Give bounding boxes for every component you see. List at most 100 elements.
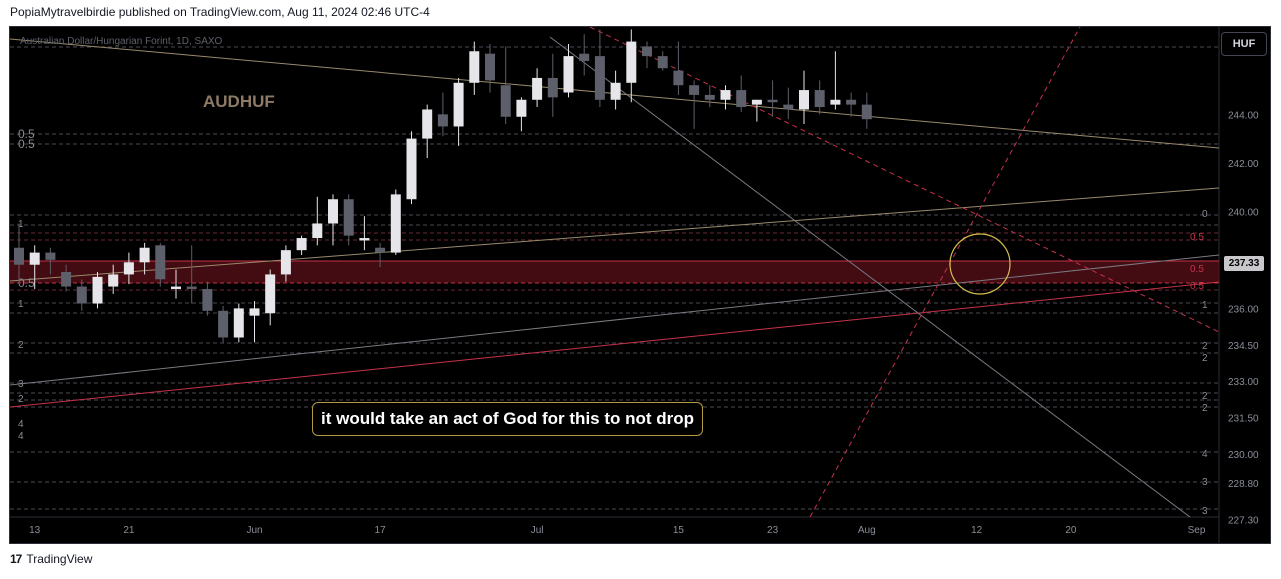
candle-body — [626, 41, 637, 83]
candle — [594, 29, 605, 108]
candle — [861, 92, 872, 129]
candle — [500, 46, 511, 125]
candle — [626, 29, 637, 103]
candle — [29, 245, 40, 289]
candle-body — [202, 288, 213, 311]
candle-body — [861, 104, 872, 120]
candle — [830, 51, 841, 110]
fib-label: 1 — [18, 299, 24, 310]
candle-body — [218, 310, 229, 338]
price-tick-label: 240.00 — [1228, 207, 1259, 218]
candle-body — [846, 99, 857, 105]
candle — [846, 92, 857, 117]
candle-body — [29, 252, 40, 265]
fib-label: 0.5 — [18, 127, 35, 141]
candle-body — [171, 286, 181, 289]
fib-labels-right: 0 0.5 0.5 0.5 1 2 2 2 2 4 3 3 — [1190, 209, 1208, 517]
candle-body — [343, 199, 354, 236]
candle-body — [359, 238, 370, 241]
price-tick-label: 230.00 — [1228, 450, 1259, 461]
price-tick-label: 242.00 — [1228, 159, 1259, 170]
candle — [123, 252, 134, 285]
time-tick-label: Aug — [858, 525, 876, 536]
time-tick-label: 21 — [123, 525, 135, 536]
candle — [689, 80, 700, 129]
candle — [799, 70, 809, 125]
brand-name: TradingView — [26, 552, 93, 566]
candle — [422, 104, 433, 158]
candle-body — [720, 90, 731, 100]
candle — [814, 80, 825, 115]
candle-body — [689, 85, 700, 95]
fib-label: 0 — [1202, 209, 1208, 220]
candle — [453, 77, 464, 146]
candle — [312, 196, 323, 246]
trend-line — [10, 281, 1220, 408]
candle-body — [312, 223, 323, 239]
candle-body — [76, 286, 87, 304]
candle-body — [783, 104, 794, 110]
fib-label: 2 — [18, 394, 24, 405]
price-tick-label: 231.50 — [1228, 414, 1259, 425]
candle — [296, 235, 307, 256]
candle-body — [108, 274, 119, 287]
candle-body — [45, 252, 56, 260]
fib-labels-left: 0.5 0.5 0.5 1 1 2 3 2 4 4 — [18, 127, 35, 442]
candle — [673, 41, 684, 95]
candle-body — [375, 247, 386, 253]
time-tick-label: Jun — [246, 525, 262, 536]
candle — [108, 264, 119, 294]
candle-body — [704, 94, 715, 100]
candle — [202, 281, 213, 316]
trend-line — [589, 27, 1220, 333]
time-tick-label: Jul — [531, 525, 544, 536]
candle — [751, 99, 762, 122]
candle-body — [155, 245, 166, 280]
candle-body — [516, 99, 527, 117]
currency-button[interactable]: HUF — [1221, 32, 1267, 56]
candle — [657, 51, 668, 71]
candle — [469, 41, 480, 95]
fib-label: 0.5 — [1190, 281, 1204, 292]
fib-label: 0.5 — [18, 137, 35, 151]
candle-body — [453, 82, 464, 127]
chart-frame[interactable]: 0.5 0.5 0.5 1 1 2 3 2 4 4 0 0.5 0.5 0.5 … — [9, 26, 1271, 544]
candle — [343, 194, 354, 246]
fib-label: 4 — [1202, 449, 1208, 460]
price-tick-label: 228.80 — [1228, 479, 1259, 490]
fib-label: 1 — [18, 219, 24, 230]
candle — [92, 272, 103, 309]
price-tick-label: 244.00 — [1228, 110, 1259, 121]
candle — [233, 303, 244, 343]
candle-body — [657, 56, 668, 69]
candle — [76, 279, 87, 311]
candle — [704, 85, 715, 108]
highlight-circle — [949, 233, 1011, 295]
candle — [736, 75, 747, 112]
candle-body — [422, 109, 433, 139]
price-axis[interactable]: 244.00242.00240.00238.00236.00234.50233.… — [1228, 110, 1259, 526]
footer-brand[interactable]: 17 TradingView — [10, 552, 92, 566]
candle-body — [249, 308, 260, 316]
candle-body — [469, 51, 480, 83]
time-tick-label: 13 — [29, 525, 41, 536]
fib-label: 0.5 — [1190, 264, 1204, 275]
candle-body — [563, 56, 574, 93]
time-tick-label: 23 — [767, 525, 779, 536]
candle — [720, 85, 731, 110]
time-axis[interactable]: 13 21 Jun 17 Jul 15 23 Aug 12 20 Sep — [29, 525, 1206, 536]
candle — [437, 92, 448, 137]
price-tick-label: 227.30 — [1228, 515, 1259, 526]
fib-label: 2 — [1202, 353, 1208, 364]
candle-body — [642, 46, 652, 57]
candle — [45, 247, 56, 275]
tradingview-logo-icon: 17 — [10, 552, 22, 566]
candlestick-chart[interactable]: 0.5 0.5 0.5 1 1 2 3 2 4 4 0 0.5 0.5 0.5 … — [10, 27, 1270, 543]
candle — [265, 269, 276, 326]
fib-label: 3 — [1202, 477, 1208, 488]
candle — [328, 194, 338, 246]
annotation-callout[interactable]: it would take an act of God for this to … — [312, 402, 704, 436]
candle — [14, 223, 24, 285]
candle-body — [751, 99, 762, 105]
resistance-zone — [10, 261, 1219, 283]
